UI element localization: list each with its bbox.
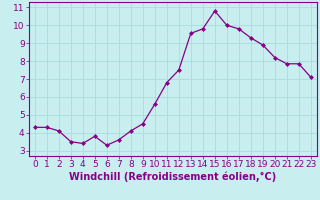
X-axis label: Windchill (Refroidissement éolien,°C): Windchill (Refroidissement éolien,°C) xyxy=(69,172,276,182)
